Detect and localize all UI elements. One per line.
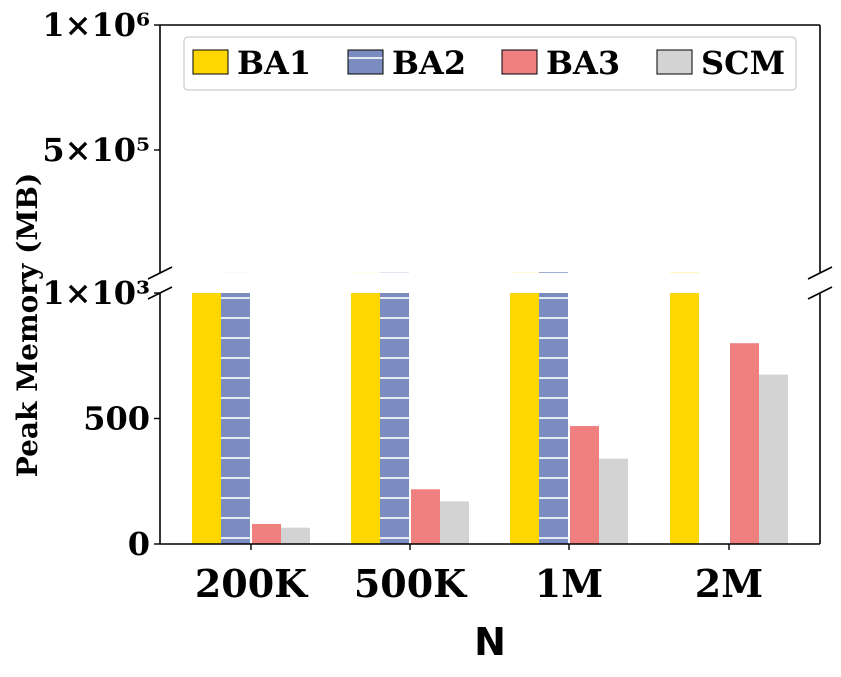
legend-swatch-ba3	[501, 49, 538, 75]
x-tick-label: 2M	[695, 561, 764, 606]
bar-ba1-200k-lower	[192, 293, 221, 544]
bar-scm-500k	[440, 501, 469, 544]
bar-ba2-1m-upper	[539, 272, 568, 273]
bar-ba2-200k-lower	[221, 293, 250, 544]
x-axis-label: N	[474, 620, 506, 664]
legend-label-scm: SCM	[701, 44, 785, 82]
legend-label-ba2: BA2	[392, 44, 466, 82]
y-tick-label: 1×10⁶	[42, 6, 150, 44]
y-tick-label: 5×10⁵	[42, 131, 150, 169]
legend-box	[183, 36, 797, 91]
bar-ba1-2m-lower	[670, 293, 699, 544]
legend: BA1 BA2 BA3 SCM	[183, 36, 797, 91]
bar-ba1-1m-lower	[510, 293, 539, 544]
bars-layer	[192, 272, 788, 544]
y-tick-label: 1×10³	[42, 274, 150, 312]
bar-scm-2m	[759, 374, 788, 544]
legend-label-ba3: BA3	[546, 44, 620, 82]
break-mark-lower-right	[807, 286, 833, 300]
y-axis-label: Peak Memory (MB)	[11, 173, 44, 477]
x-tick-label: 1M	[535, 561, 604, 606]
legend-swatch-ba2	[347, 49, 384, 75]
bar-ba3-200k	[252, 523, 281, 544]
bar-ba3-2m	[730, 343, 759, 544]
y-tick-label: 0	[128, 525, 150, 563]
break-mark-upper-left	[147, 266, 173, 280]
legend-label-ba1: BA1	[237, 44, 311, 82]
axes-layer	[147, 24, 833, 550]
bar-ba1-500k-lower	[351, 293, 380, 544]
y-tick-label: 500	[83, 400, 150, 438]
bar-ba3-500k	[411, 489, 440, 544]
legend-swatch-ba1	[192, 49, 229, 75]
legend-swatch-scm	[656, 49, 693, 75]
text-layer: 0 500 1×10³ 5×10⁵ 1×10⁶ 200K 500K 1M 2M N Peak Mem…	[11, 6, 763, 664]
bar-ba2-1m-lower	[539, 293, 568, 544]
x-tick-label: 500K	[354, 561, 468, 606]
bar-ba3-1m	[570, 426, 599, 544]
x-tick-label: 200K	[195, 561, 309, 606]
bar-scm-200k	[281, 527, 310, 544]
break-mark-upper-right	[807, 266, 833, 280]
bar-scm-1m	[599, 458, 628, 544]
bar-ba2-500k-lower	[380, 293, 409, 544]
